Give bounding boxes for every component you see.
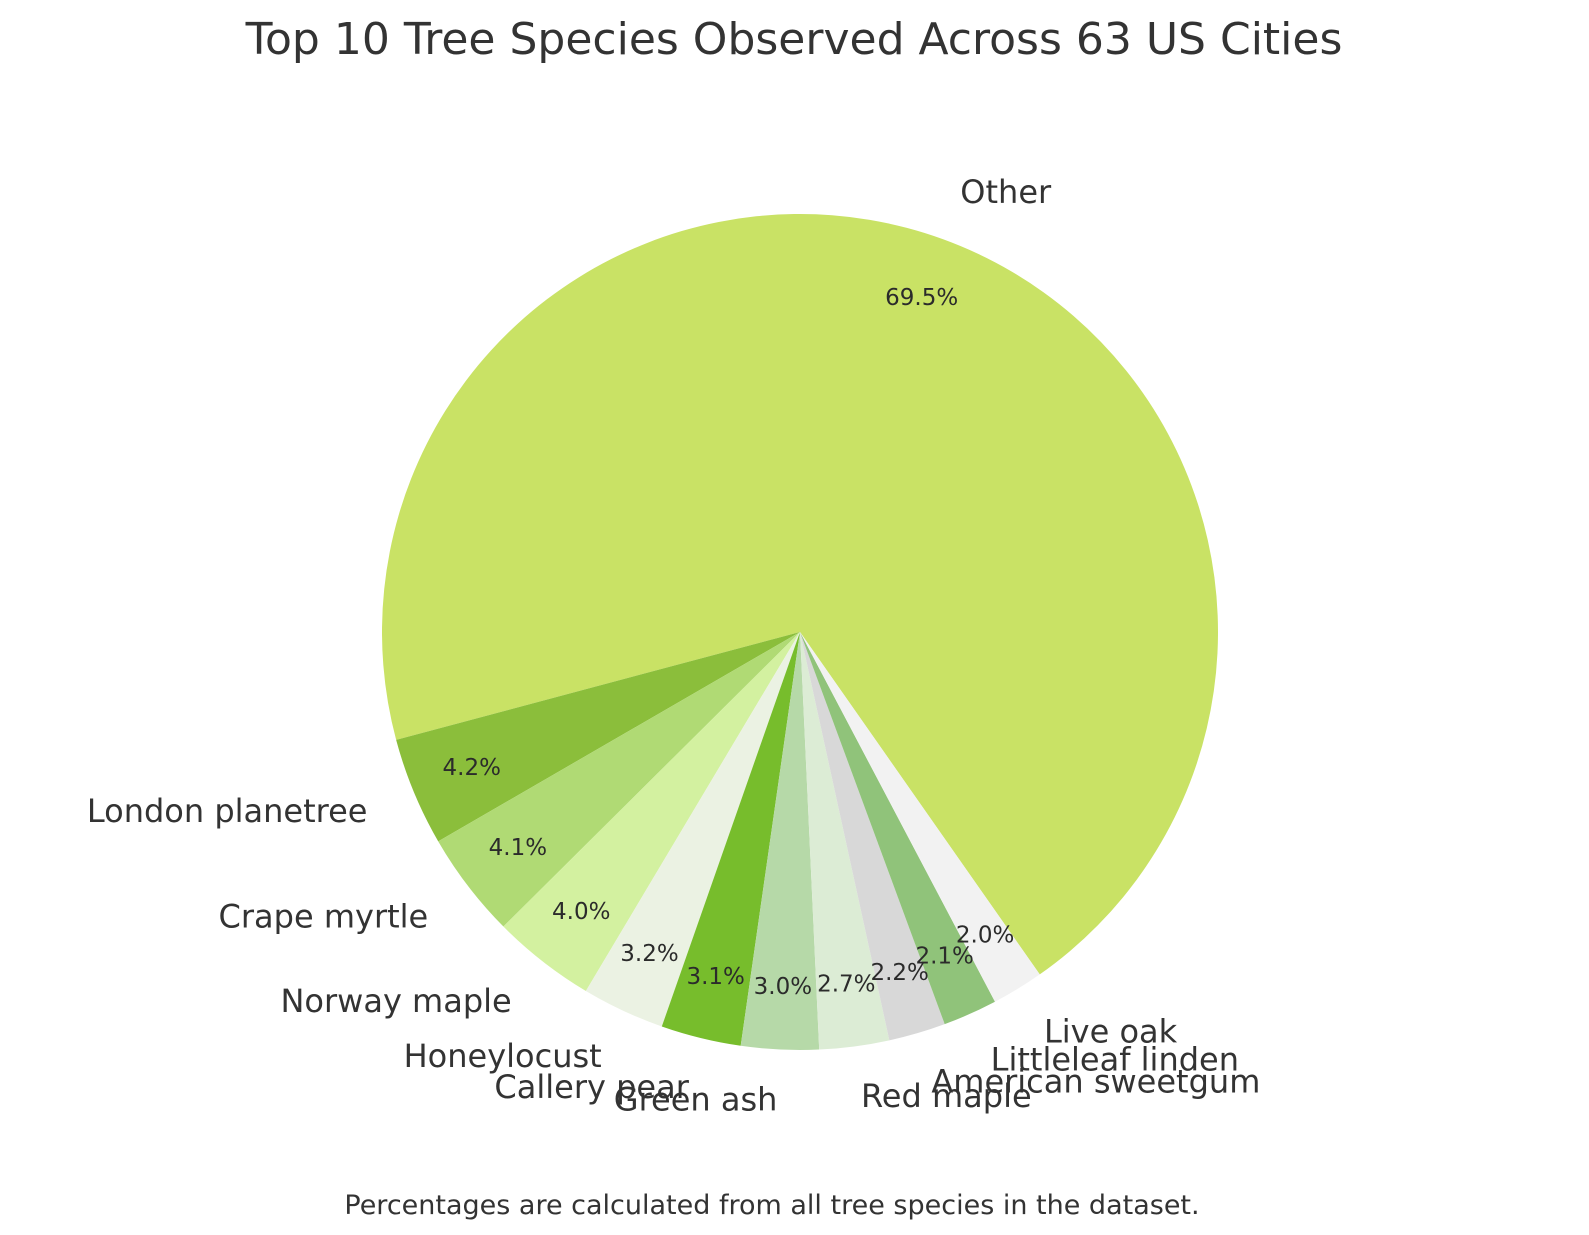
percent-label-honeylocust: 3.2% <box>620 941 678 967</box>
slice-norway-maple <box>503 632 800 991</box>
slice-honeylocust <box>585 632 800 1027</box>
chart-title: Top 10 Tree Species Observed Across 63 U… <box>245 14 1343 65</box>
category-label-london-planetree: London planetree <box>87 792 368 830</box>
percent-label-live-oak: 2.0% <box>956 922 1014 948</box>
category-label-other: Other <box>960 173 1052 211</box>
category-labels: Other London planetree Crape myrtle Norway … <box>87 173 1261 1118</box>
pie-slices <box>381 213 1218 1050</box>
category-label-live-oak: Live oak <box>1044 1013 1178 1051</box>
percent-label-green-ash: 3.0% <box>754 974 812 1000</box>
chart-footnote: Percentages are calculated from all tree… <box>344 1190 1199 1221</box>
percent-label-crape-myrtle: 4.1% <box>489 835 547 861</box>
slice-live-oak <box>800 632 1040 1002</box>
slice-green-ash <box>740 632 820 1050</box>
category-label-norway-maple: Norway maple <box>280 982 511 1020</box>
category-label-green-ash: Green ash <box>614 1081 778 1119</box>
slice-american-sweetgum <box>800 632 945 1041</box>
category-label-crape-myrtle: Crape myrtle <box>219 898 429 936</box>
percent-label-callery-pear: 3.1% <box>686 964 744 990</box>
percent-label-norway-maple: 4.0% <box>552 899 610 925</box>
category-label-american-sweetgum: American sweetgum <box>931 1062 1260 1100</box>
percent-label-london-planetree: 4.2% <box>443 755 501 781</box>
slice-red-maple <box>800 632 890 1050</box>
slice-callery-pear <box>661 632 800 1046</box>
slice-other <box>381 213 1218 975</box>
percent-label-littleleaf-linden: 2.1% <box>915 944 973 970</box>
category-label-honeylocust: Honeylocust <box>404 1037 602 1075</box>
category-label-callery-pear: Callery pear <box>494 1068 689 1106</box>
category-label-red-maple: Red maple <box>861 1077 1032 1115</box>
percent-label-red-maple: 2.7% <box>817 971 875 997</box>
slice-london-planetree <box>396 632 800 842</box>
category-label-littleleaf-linden: Littleleaf linden <box>991 1041 1239 1079</box>
slice-littleleaf-linden <box>800 632 995 1025</box>
percent-labels: 69.5% 4.2% 4.1% 4.0% 3.2% 3.1% 3.0% 2.7%2.2%2.1… <box>443 285 1015 1000</box>
percent-label-other: 69.5% <box>885 285 958 311</box>
slice-crape-myrtle <box>438 632 800 927</box>
percent-label-american-sweetgum: 2.2% <box>870 960 928 986</box>
